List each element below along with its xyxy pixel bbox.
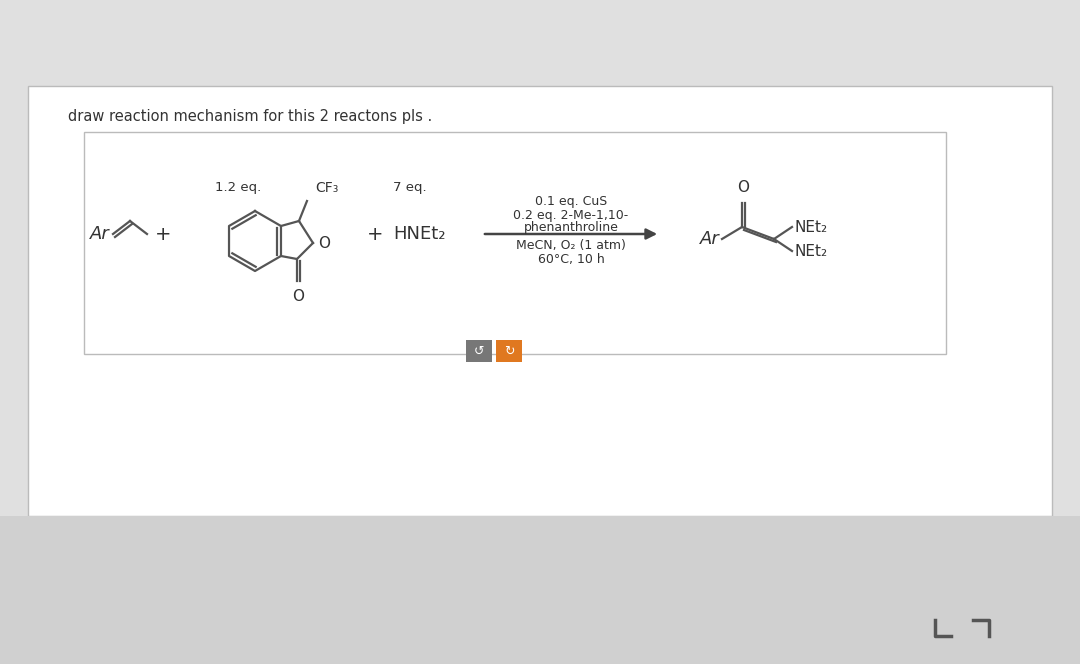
Text: 60°C, 10 h: 60°C, 10 h [538,252,605,266]
Text: Ar: Ar [91,225,110,243]
Text: draw reaction mechanism for this 2 reactons pls .: draw reaction mechanism for this 2 react… [68,108,432,124]
Bar [496,340,522,362]
Text: NEt₂: NEt₂ [794,244,827,258]
Text: 7 eq.: 7 eq. [393,181,427,195]
Text: phenanthroline: phenanthroline [524,222,619,234]
Text: O: O [318,236,330,250]
Text: MeCN, O₂ (1 atm): MeCN, O₂ (1 atm) [516,240,626,252]
Text: 1.2 eq.: 1.2 eq. [215,181,261,195]
Bar [84,132,946,354]
Text: NEt₂: NEt₂ [794,220,827,234]
Text: HNEt₂: HNEt₂ [393,225,446,243]
Text: Ar: Ar [700,230,720,248]
Text: +: + [154,224,172,244]
Text: O: O [737,180,750,195]
Bar [28,86,1052,516]
Bar [465,340,492,362]
Bar [0,516,1080,664]
Text: O: O [292,289,303,304]
Text: +: + [367,224,383,244]
Text: 0.1 eq. CuS: 0.1 eq. CuS [535,195,607,208]
Text: ↺: ↺ [474,345,484,357]
Text: ↻: ↻ [503,345,514,357]
Text: 0.2 eq. 2-Me-1,10-: 0.2 eq. 2-Me-1,10- [513,208,629,222]
Text: CF₃: CF₃ [315,181,338,195]
